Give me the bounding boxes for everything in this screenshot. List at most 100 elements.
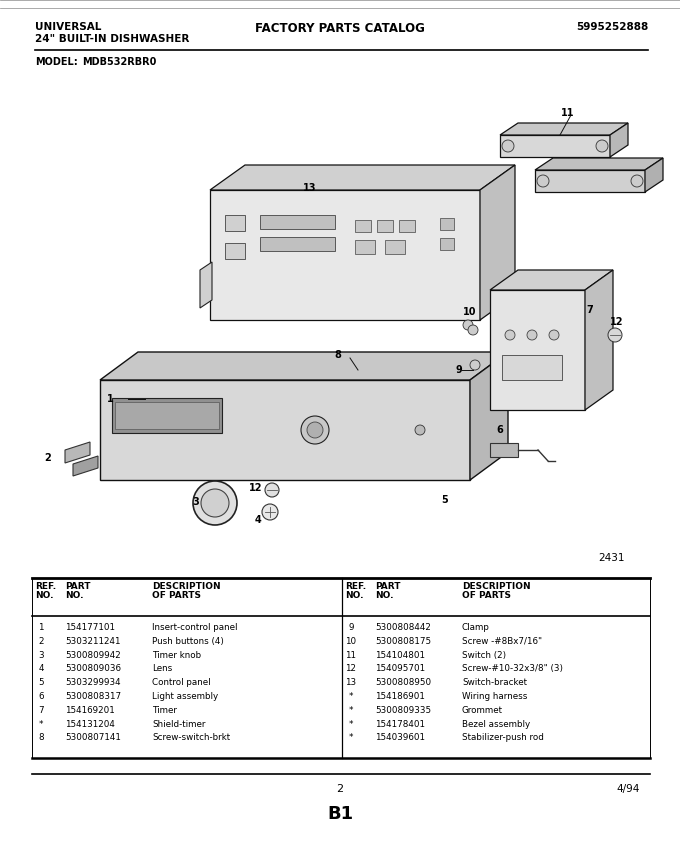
Text: 154039601: 154039601 — [375, 734, 425, 742]
Text: 5303211241: 5303211241 — [65, 637, 120, 646]
Text: 9: 9 — [456, 365, 462, 375]
Text: NO.: NO. — [375, 591, 394, 600]
Text: 2431: 2431 — [598, 553, 624, 563]
Text: REF.: REF. — [345, 582, 366, 591]
Text: 154104801: 154104801 — [375, 650, 425, 660]
Circle shape — [463, 320, 473, 330]
Text: 1: 1 — [38, 623, 44, 632]
Text: 4: 4 — [254, 515, 261, 525]
Text: OF PARTS: OF PARTS — [152, 591, 201, 600]
Text: OF PARTS: OF PARTS — [462, 591, 511, 600]
Circle shape — [549, 330, 559, 340]
Bar — [112, 398, 222, 433]
Circle shape — [468, 325, 478, 335]
Circle shape — [505, 330, 515, 340]
Text: FACTORY PARTS CATALOG: FACTORY PARTS CATALOG — [255, 22, 425, 35]
Bar — [225, 243, 245, 259]
Text: 11: 11 — [345, 650, 356, 660]
Polygon shape — [210, 165, 515, 190]
Bar — [490, 443, 518, 457]
Polygon shape — [490, 290, 585, 410]
Text: 2: 2 — [38, 637, 44, 646]
Text: B1: B1 — [327, 805, 353, 823]
Circle shape — [631, 175, 643, 187]
Bar — [225, 215, 245, 231]
Text: Grommet: Grommet — [462, 706, 503, 715]
Text: 5300809942: 5300809942 — [65, 650, 121, 660]
Polygon shape — [65, 442, 90, 463]
Bar — [355, 240, 375, 254]
Text: Clamp: Clamp — [462, 623, 490, 632]
Text: Screw-#10-32x3/8" (3): Screw-#10-32x3/8" (3) — [462, 664, 563, 673]
Polygon shape — [645, 158, 663, 192]
Text: *: * — [349, 692, 353, 701]
Text: 6: 6 — [496, 425, 503, 435]
Text: 12: 12 — [345, 664, 356, 673]
Text: DESCRIPTION: DESCRIPTION — [462, 582, 530, 591]
Text: 154186901: 154186901 — [375, 692, 425, 701]
Text: Switch (2): Switch (2) — [462, 650, 506, 660]
Text: 10: 10 — [463, 307, 477, 317]
Polygon shape — [535, 170, 645, 192]
Circle shape — [502, 140, 514, 152]
Text: Screw-switch-brkt: Screw-switch-brkt — [152, 734, 230, 742]
Text: Bezel assembly: Bezel assembly — [462, 720, 530, 728]
Text: 154095701: 154095701 — [375, 664, 425, 673]
Text: Push buttons (4): Push buttons (4) — [152, 637, 224, 646]
Text: 154177101: 154177101 — [65, 623, 115, 632]
Text: 5995252888: 5995252888 — [576, 22, 648, 32]
Text: REF.: REF. — [35, 582, 56, 591]
Bar — [115, 402, 219, 429]
Text: *: * — [39, 720, 44, 728]
Text: 3: 3 — [192, 497, 199, 507]
Text: 2: 2 — [45, 453, 52, 463]
Bar — [502, 355, 562, 380]
Bar — [355, 220, 371, 232]
Polygon shape — [535, 158, 663, 170]
Text: 154131204: 154131204 — [65, 720, 115, 728]
Text: Wiring harness: Wiring harness — [462, 692, 528, 701]
Polygon shape — [480, 165, 515, 320]
Text: 8: 8 — [38, 734, 44, 742]
Text: 5300809335: 5300809335 — [375, 706, 431, 715]
Text: Switch-bracket: Switch-bracket — [462, 678, 527, 687]
Text: *: * — [349, 720, 353, 728]
Circle shape — [201, 489, 229, 517]
Text: Timer knob: Timer knob — [152, 650, 201, 660]
Polygon shape — [585, 270, 613, 410]
Text: MODEL:: MODEL: — [35, 57, 78, 67]
Text: PART: PART — [375, 582, 401, 591]
Text: MDB532RBR0: MDB532RBR0 — [82, 57, 156, 67]
Text: 4: 4 — [38, 664, 44, 673]
Polygon shape — [100, 380, 470, 480]
Bar — [440, 238, 454, 250]
Text: 10: 10 — [345, 637, 356, 646]
Text: PART: PART — [65, 582, 90, 591]
Text: 8: 8 — [335, 350, 341, 360]
Polygon shape — [73, 456, 98, 476]
Text: 5300808950: 5300808950 — [375, 678, 431, 687]
Polygon shape — [610, 123, 628, 157]
Text: NO.: NO. — [345, 591, 364, 600]
Text: 5: 5 — [441, 495, 448, 505]
Circle shape — [537, 175, 549, 187]
Circle shape — [527, 330, 537, 340]
Polygon shape — [500, 123, 628, 135]
Text: Control panel: Control panel — [152, 678, 211, 687]
Text: *: * — [349, 706, 353, 715]
Bar — [399, 220, 415, 232]
Bar — [440, 218, 454, 230]
Text: NO.: NO. — [35, 591, 54, 600]
Text: 6: 6 — [38, 692, 44, 701]
Circle shape — [608, 328, 622, 342]
Text: 2: 2 — [337, 784, 343, 794]
Text: 3: 3 — [38, 650, 44, 660]
Polygon shape — [490, 270, 613, 290]
Text: 7: 7 — [38, 706, 44, 715]
Text: 5300808442: 5300808442 — [375, 623, 431, 632]
Bar — [377, 220, 393, 232]
Text: 4/94: 4/94 — [617, 784, 640, 794]
Circle shape — [262, 504, 278, 520]
Circle shape — [193, 481, 237, 525]
Bar — [260, 215, 335, 229]
